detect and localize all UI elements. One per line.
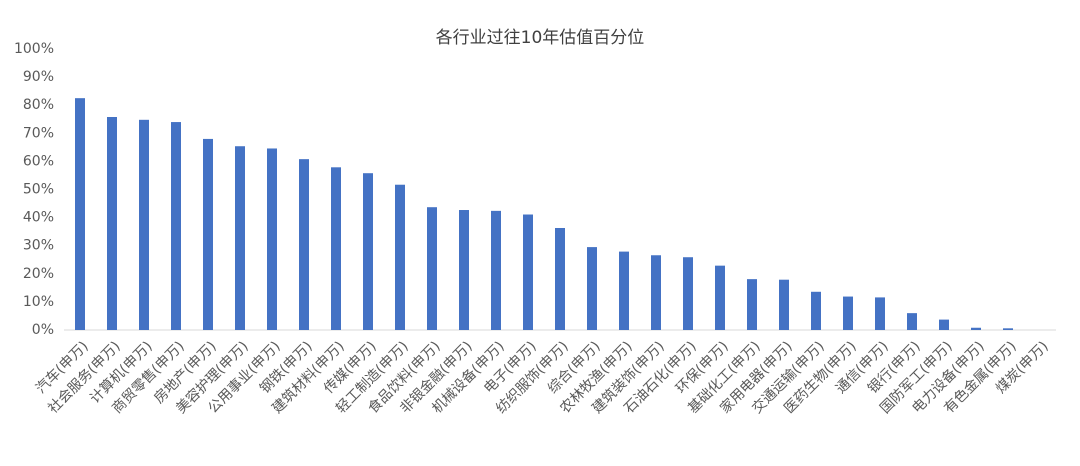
- y-tick-label: 90%: [23, 69, 54, 85]
- y-tick-label: 70%: [23, 125, 54, 141]
- y-tick-label: 100%: [14, 41, 54, 57]
- bar: [523, 214, 533, 330]
- bar: [651, 255, 661, 330]
- chart-title: 各行业过往10年估值百分位: [436, 28, 645, 48]
- bar: [811, 291, 821, 330]
- bar: [235, 146, 245, 330]
- bar: [171, 122, 181, 330]
- bar: [587, 247, 597, 330]
- bar: [299, 159, 309, 330]
- bar: [1003, 328, 1013, 330]
- bar: [907, 313, 917, 330]
- y-tick-label: 80%: [23, 97, 54, 113]
- y-tick-label: 20%: [23, 266, 54, 282]
- bar: [139, 119, 149, 330]
- y-tick-label: 10%: [23, 294, 54, 310]
- bar: [715, 265, 725, 330]
- bar: [107, 117, 117, 330]
- bar: [971, 327, 981, 330]
- y-tick-label: 50%: [23, 182, 54, 198]
- bar: [203, 138, 213, 330]
- y-tick-label: 60%: [23, 153, 54, 169]
- bar: [747, 279, 757, 330]
- bar: [843, 296, 853, 330]
- bar: [491, 210, 501, 330]
- bar: [555, 227, 565, 330]
- bar: [427, 207, 437, 330]
- bar: [875, 297, 885, 330]
- y-tick-label: 0%: [32, 322, 54, 338]
- bar: [459, 210, 469, 330]
- bar: [619, 251, 629, 330]
- bar: [75, 98, 85, 330]
- bar: [267, 148, 277, 330]
- bar: [683, 257, 693, 330]
- y-tick-label: 30%: [23, 238, 54, 254]
- bar: [363, 173, 373, 330]
- bar: [395, 184, 405, 330]
- bar: [939, 319, 949, 330]
- bar: [779, 279, 789, 330]
- bar: [331, 167, 341, 330]
- y-tick-label: 40%: [23, 210, 54, 226]
